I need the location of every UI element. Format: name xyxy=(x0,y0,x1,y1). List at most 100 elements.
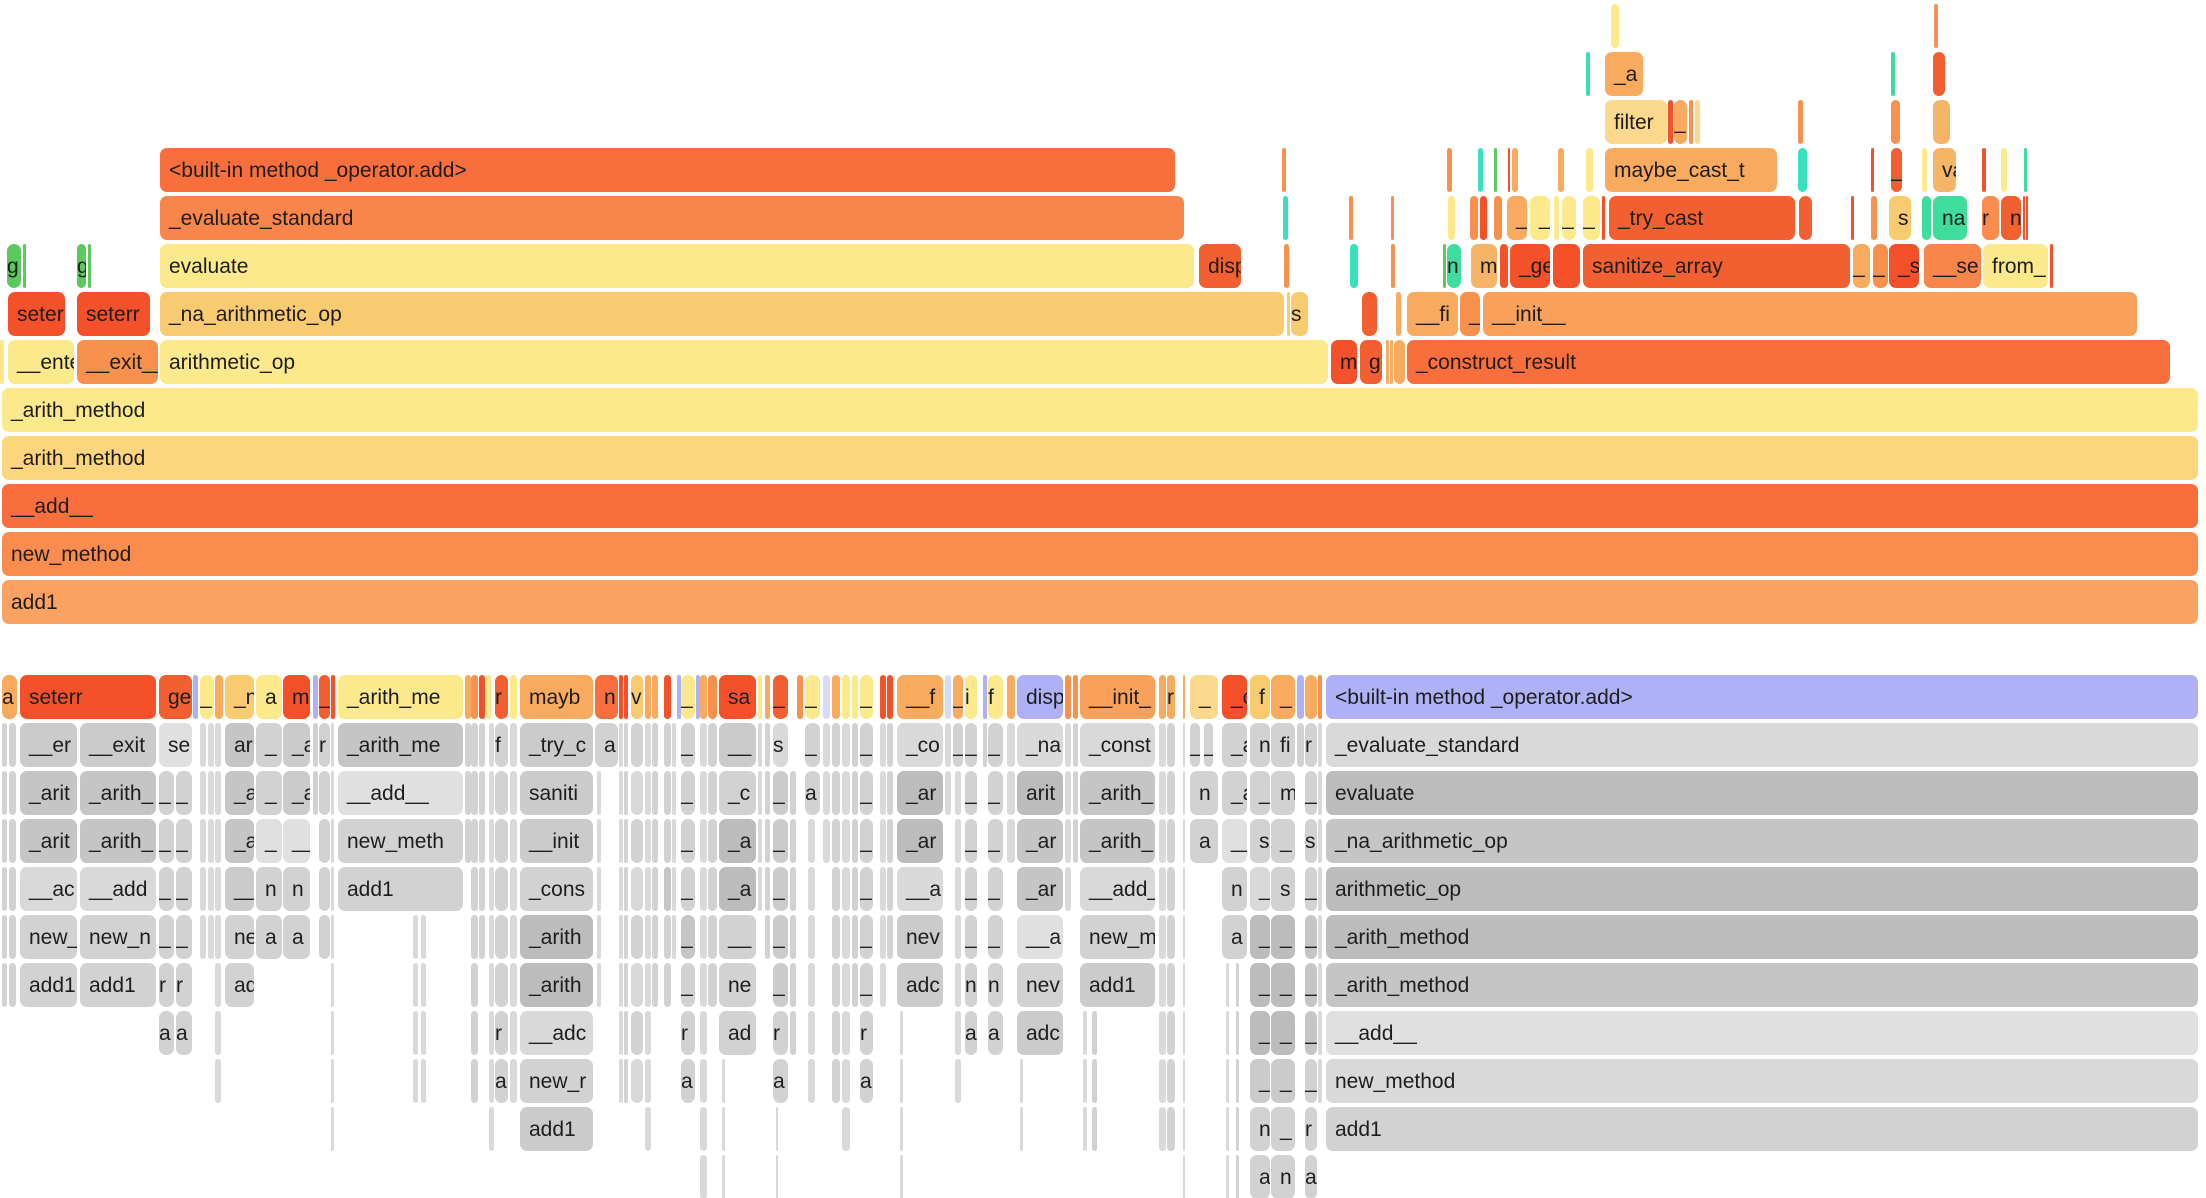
flame-frame[interactable] xyxy=(465,675,471,719)
flame-frame[interactable]: _ xyxy=(773,819,788,863)
flame-frame[interactable] xyxy=(852,675,858,719)
flame-frame[interactable] xyxy=(664,675,671,719)
flame-frame[interactable]: r xyxy=(319,723,330,767)
flame-frame[interactable]: ad xyxy=(719,1011,756,1055)
flame-frame[interactable] xyxy=(331,1107,334,1151)
flame-frame[interactable] xyxy=(215,963,221,1007)
flame-frame[interactable]: r xyxy=(1167,675,1175,719)
flame-frame[interactable]: maybe_cast_t xyxy=(1605,148,1777,192)
flame-frame[interactable]: _ xyxy=(805,723,820,767)
flame-frame[interactable] xyxy=(645,1059,651,1103)
flame-frame[interactable] xyxy=(489,1059,494,1103)
flame-frame[interactable] xyxy=(2,915,7,959)
flame-frame[interactable] xyxy=(1236,1107,1239,1151)
flame-frame[interactable]: _ xyxy=(860,915,873,959)
flame-frame[interactable]: __ xyxy=(225,867,254,911)
flame-frame[interactable]: __init_ xyxy=(1080,675,1155,719)
flame-frame[interactable] xyxy=(765,723,770,767)
flame-frame[interactable]: s xyxy=(773,723,788,767)
flame-frame[interactable]: s xyxy=(1271,867,1295,911)
flame-frame[interactable] xyxy=(215,867,221,911)
flame-frame[interactable]: _s xyxy=(1889,244,1919,288)
flame-frame[interactable] xyxy=(765,771,770,815)
flame-frame[interactable]: _ xyxy=(176,771,192,815)
flame-frame[interactable]: _ xyxy=(988,819,1003,863)
flame-frame[interactable] xyxy=(722,1155,725,1198)
flame-frame[interactable]: a xyxy=(860,1059,873,1103)
flame-frame[interactable] xyxy=(1508,148,1510,192)
flame-frame[interactable] xyxy=(1871,196,1877,240)
flame-frame[interactable] xyxy=(955,819,961,863)
flame-frame[interactable]: __a xyxy=(1017,915,1063,959)
flame-frame[interactable]: i xyxy=(965,675,977,719)
flame-frame[interactable] xyxy=(1083,1011,1087,1055)
flame-frame[interactable] xyxy=(1092,1059,1097,1103)
flame-frame[interactable]: a xyxy=(1250,1155,1270,1198)
flame-frame[interactable]: _ xyxy=(1250,867,1270,911)
flame-frame[interactable] xyxy=(597,867,601,911)
flame-frame[interactable]: n xyxy=(2001,196,2021,240)
flame-frame[interactable] xyxy=(696,675,700,719)
flame-frame[interactable] xyxy=(842,819,850,863)
flame-frame[interactable]: _ xyxy=(860,963,873,1007)
flame-frame[interactable] xyxy=(2,963,7,1007)
flame-frame[interactable] xyxy=(486,675,491,719)
flame-frame[interactable]: a xyxy=(283,915,310,959)
flame-frame[interactable] xyxy=(1083,1059,1087,1103)
flame-frame[interactable] xyxy=(1318,1059,1322,1103)
flame-frame[interactable]: f xyxy=(1250,675,1270,719)
flame-frame[interactable] xyxy=(700,1155,707,1198)
flame-frame[interactable] xyxy=(619,723,623,767)
flame-frame[interactable]: add1 xyxy=(20,963,77,1007)
flame-frame[interactable] xyxy=(880,819,886,863)
flame-frame[interactable] xyxy=(708,915,717,959)
flame-frame[interactable] xyxy=(413,915,418,959)
flame-frame[interactable] xyxy=(479,867,485,911)
flame-frame[interactable] xyxy=(887,771,893,815)
flame-frame[interactable]: <built-in method _operator.add> xyxy=(1326,675,2198,719)
flame-frame[interactable] xyxy=(945,723,951,767)
flame-frame[interactable] xyxy=(672,915,676,959)
flame-frame[interactable] xyxy=(842,867,850,911)
flame-frame[interactable]: r xyxy=(681,1011,695,1055)
flame-frame[interactable] xyxy=(1318,675,1322,719)
flame-frame[interactable] xyxy=(631,723,643,767)
flame-frame[interactable] xyxy=(842,723,850,767)
flame-frame[interactable]: add1 xyxy=(1080,963,1155,1007)
flame-frame[interactable]: _ xyxy=(860,723,873,767)
flame-frame[interactable]: _ xyxy=(1305,963,1317,1007)
flame-frame[interactable] xyxy=(700,1059,707,1103)
flame-frame[interactable] xyxy=(852,867,858,911)
flame-frame[interactable]: seterr xyxy=(77,292,150,336)
flame-frame[interactable] xyxy=(489,963,494,1007)
flame-frame[interactable]: _arith xyxy=(520,963,593,1007)
flame-frame[interactable]: n xyxy=(283,867,310,911)
flame-frame[interactable]: a xyxy=(159,1011,174,1055)
flame-frame[interactable]: _a xyxy=(1222,771,1247,815)
flame-frame[interactable] xyxy=(880,771,886,815)
flame-frame[interactable]: _ xyxy=(256,771,282,815)
flame-frame[interactable]: n xyxy=(1271,1155,1295,1198)
flame-frame[interactable] xyxy=(1167,771,1175,815)
flame-frame[interactable]: __fi xyxy=(1407,292,1458,336)
flame-frame[interactable]: _ xyxy=(1891,148,1902,192)
flame-frame[interactable] xyxy=(672,867,676,911)
flame-frame[interactable]: n xyxy=(1222,867,1247,911)
flame-frame[interactable] xyxy=(624,819,628,863)
flame-frame[interactable]: _a xyxy=(225,771,254,815)
flame-frame[interactable] xyxy=(700,771,707,815)
flame-frame[interactable] xyxy=(421,963,426,1007)
flame-frame[interactable]: new_n xyxy=(80,915,156,959)
flame-frame[interactable] xyxy=(808,819,815,863)
flame-frame[interactable] xyxy=(765,675,770,719)
flame-frame[interactable] xyxy=(1065,675,1071,719)
flame-frame[interactable]: add1 xyxy=(520,1107,593,1151)
flame-frame[interactable]: _ xyxy=(200,675,214,719)
flame-frame[interactable] xyxy=(700,915,707,959)
flame-frame[interactable] xyxy=(1159,963,1166,1007)
flame-frame[interactable]: _ xyxy=(953,723,963,767)
flame-frame[interactable] xyxy=(790,963,796,1007)
flame-frame[interactable] xyxy=(2050,244,2053,288)
flame-frame[interactable]: _ xyxy=(176,867,192,911)
flame-frame[interactable]: _ xyxy=(860,867,873,911)
